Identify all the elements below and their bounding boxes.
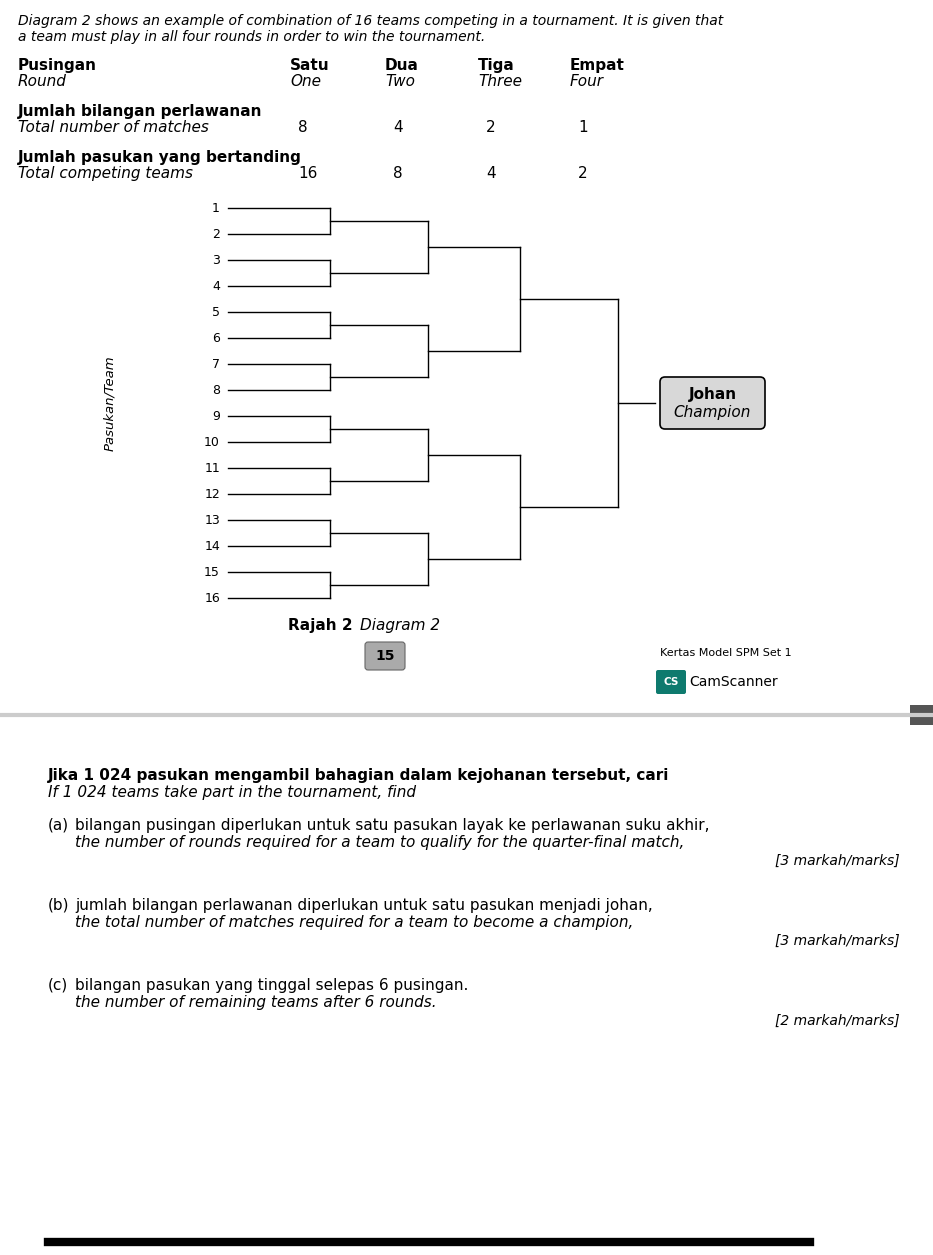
Text: Four: Four — [570, 74, 604, 89]
Text: 1: 1 — [578, 120, 588, 136]
Text: (b): (b) — [48, 899, 69, 912]
Text: 4: 4 — [486, 166, 495, 181]
Text: [3 markah/marks]: [3 markah/marks] — [775, 853, 900, 868]
Text: 8: 8 — [212, 384, 220, 398]
Text: 2: 2 — [486, 120, 495, 136]
Text: Rajah 2: Rajah 2 — [288, 617, 353, 633]
Text: the number of remaining teams after 6 rounds.: the number of remaining teams after 6 ro… — [75, 995, 437, 1010]
Text: the total number of matches required for a team to become a champion,: the total number of matches required for… — [75, 915, 634, 930]
Text: One: One — [290, 74, 321, 89]
Text: Pusingan: Pusingan — [18, 58, 97, 73]
Text: 10: 10 — [204, 437, 220, 449]
Text: Satu: Satu — [290, 58, 329, 73]
Text: 7: 7 — [212, 359, 220, 371]
Text: Diagram 2: Diagram 2 — [360, 617, 440, 633]
Text: Tiga: Tiga — [478, 58, 515, 73]
Text: Dua: Dua — [385, 58, 419, 73]
Text: 14: 14 — [204, 541, 220, 553]
Text: 8: 8 — [393, 166, 403, 181]
Text: 8: 8 — [298, 120, 308, 136]
Text: Kertas Model SPM Set 1: Kertas Model SPM Set 1 — [660, 648, 791, 658]
Text: 15: 15 — [375, 649, 395, 663]
FancyBboxPatch shape — [656, 670, 686, 694]
Text: Total competing teams: Total competing teams — [18, 166, 193, 181]
Text: If 1 024 teams take part in the tournament, find: If 1 024 teams take part in the tourname… — [48, 784, 416, 799]
Text: 4: 4 — [393, 120, 403, 136]
Text: 2: 2 — [578, 166, 588, 181]
Text: bilangan pusingan diperlukan untuk satu pasukan layak ke perlawanan suku akhir,: bilangan pusingan diperlukan untuk satu … — [75, 818, 709, 833]
Text: 4: 4 — [212, 281, 220, 294]
Text: 13: 13 — [204, 515, 220, 527]
Text: Empat: Empat — [570, 58, 625, 73]
Text: Three: Three — [478, 74, 522, 89]
Text: 16: 16 — [298, 166, 317, 181]
Text: Jumlah pasukan yang bertanding: Jumlah pasukan yang bertanding — [18, 151, 302, 164]
Text: Johan: Johan — [689, 388, 736, 403]
Text: a team must play in all four rounds in order to win the tournament.: a team must play in all four rounds in o… — [18, 30, 485, 44]
Text: Total number of matches: Total number of matches — [18, 120, 209, 136]
Text: 9: 9 — [212, 410, 220, 423]
Text: jumlah bilangan perlawanan diperlukan untuk satu pasukan menjadi johan,: jumlah bilangan perlawanan diperlukan un… — [75, 899, 653, 912]
FancyBboxPatch shape — [660, 376, 765, 429]
Text: Jika 1 024 pasukan mengambil bahagian dalam kejohanan tersebut, cari: Jika 1 024 pasukan mengambil bahagian da… — [48, 768, 669, 783]
Text: Diagram 2 shows an example of combination of 16 teams competing in a tournament.: Diagram 2 shows an example of combinatio… — [18, 14, 723, 28]
Text: 12: 12 — [204, 488, 220, 502]
Text: 11: 11 — [204, 463, 220, 476]
Text: 16: 16 — [204, 592, 220, 605]
Text: 3: 3 — [212, 255, 220, 267]
Text: Jumlah bilangan perlawanan: Jumlah bilangan perlawanan — [18, 104, 262, 119]
Text: 15: 15 — [204, 566, 220, 580]
Text: Two: Two — [385, 74, 415, 89]
Text: (a): (a) — [48, 818, 69, 833]
Text: [3 markah/marks]: [3 markah/marks] — [775, 934, 900, 948]
Text: [2 markah/marks]: [2 markah/marks] — [775, 1014, 900, 1028]
FancyBboxPatch shape — [365, 643, 405, 670]
Text: (c): (c) — [48, 978, 68, 993]
Text: CamScanner: CamScanner — [689, 675, 777, 689]
Text: Pasukan/Team: Pasukan/Team — [104, 355, 117, 451]
FancyBboxPatch shape — [910, 705, 933, 725]
Text: 1: 1 — [212, 202, 220, 216]
Text: bilangan pasukan yang tinggal selepas 6 pusingan.: bilangan pasukan yang tinggal selepas 6 … — [75, 978, 468, 993]
Text: 5: 5 — [212, 306, 220, 320]
Text: CS: CS — [663, 676, 678, 686]
Text: Champion: Champion — [674, 404, 751, 419]
Text: 2: 2 — [212, 228, 220, 241]
Text: the number of rounds required for a team to qualify for the quarter-final match,: the number of rounds required for a team… — [75, 835, 685, 850]
Text: Round: Round — [18, 74, 67, 89]
Text: 6: 6 — [212, 333, 220, 345]
